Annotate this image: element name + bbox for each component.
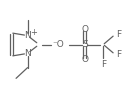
Text: F: F — [116, 30, 121, 39]
Text: ⁻O: ⁻O — [52, 40, 64, 49]
Text: F: F — [101, 60, 106, 69]
Text: F: F — [116, 50, 121, 59]
Text: +: + — [30, 28, 37, 37]
Text: N: N — [24, 49, 31, 58]
Text: S: S — [82, 40, 88, 49]
Text: N: N — [24, 31, 31, 40]
Text: O: O — [81, 25, 88, 34]
Text: O: O — [81, 55, 88, 64]
